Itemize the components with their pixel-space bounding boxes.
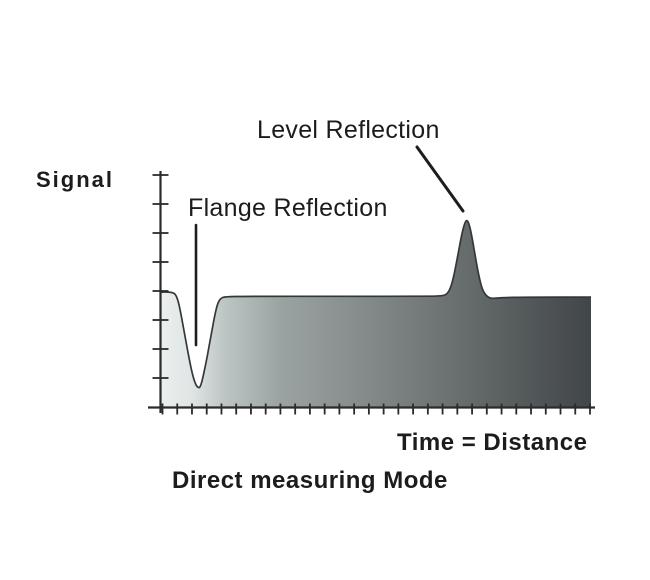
x-axis-label: Time = Distance	[397, 429, 588, 456]
annotation-level-reflection: Level Reflection	[257, 116, 440, 144]
level-pointer-line	[415, 145, 465, 213]
annotation-flange-reflection: Flange Reflection	[188, 194, 388, 222]
signal-curve	[160, 219, 591, 389]
signal-area-fill	[160, 220, 591, 408]
y-axis-label: Signal	[36, 167, 115, 192]
chart-caption: Direct measuring Mode	[172, 467, 448, 494]
